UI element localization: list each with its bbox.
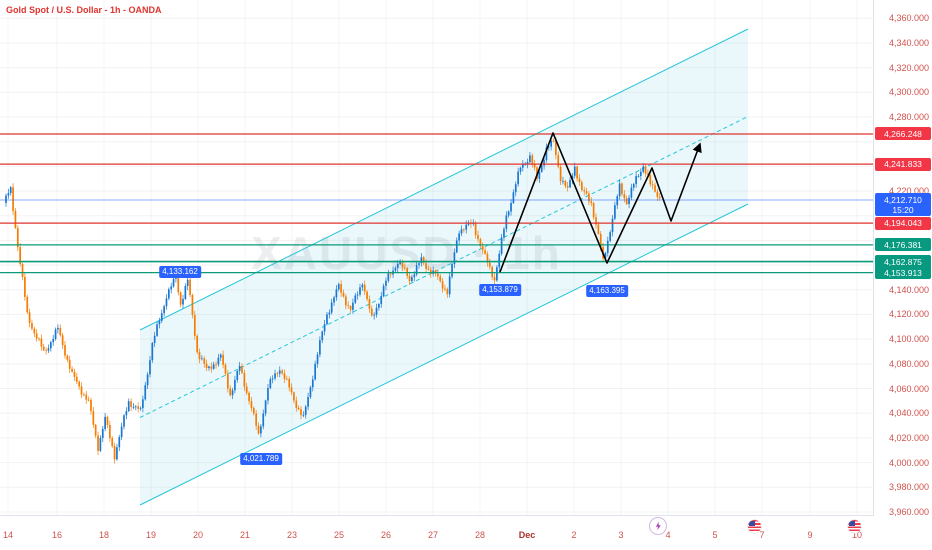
price-tick-label: 4,000.000: [888, 457, 929, 468]
price-tick-label: 4,140.000: [888, 284, 929, 295]
chart-plot-area[interactable]: XAUUSD · 1h 4,133.1624,021.7894,153.8794…: [0, 0, 874, 516]
time-axis-label: 20: [192, 530, 204, 540]
time-axis-label: 14: [2, 530, 14, 540]
time-axis-label: 18: [98, 530, 110, 540]
symbol-title[interactable]: Gold Spot / U.S. Dollar - 1h - OANDA: [6, 5, 162, 15]
time-axis-label: Dec: [518, 530, 536, 540]
level-price-label: 4,241.833: [875, 157, 931, 171]
time-axis[interactable]: 14 16 18 19 20 21 23 25 26 27 28 Dec 2 3 4 5 7 9 10: [0, 516, 932, 550]
candles: [5, 136, 661, 464]
us-flag-event-icon[interactable]: [748, 520, 761, 533]
price-tick-label: 4,100.000: [888, 334, 929, 345]
time-axis-label: 3: [618, 530, 624, 540]
level-price-label: 4,162.875: [875, 255, 931, 269]
time-axis-label: 21: [239, 530, 251, 540]
time-axis-label: 28: [474, 530, 486, 540]
price-tick-label: 4,060.000: [888, 383, 929, 394]
time-axis-label: 27: [427, 530, 439, 540]
price-tick-label: 4,280.000: [888, 112, 929, 122]
price-tick-label: 4,360.000: [888, 13, 929, 24]
price-tick-label: 4,300.000: [888, 87, 929, 98]
price-tick-label: 3,960.000: [888, 506, 929, 517]
time-axis-label: 2: [571, 530, 577, 540]
time-axis-label: 26: [380, 530, 392, 540]
time-axis-label: 7: [759, 530, 765, 540]
time-axis-label: 5: [712, 530, 718, 540]
time-axis-label: 25: [333, 530, 345, 540]
time-axis-label: 19: [145, 530, 157, 540]
level-price-label: 4,266.248: [875, 127, 931, 141]
time-axis-label: 4: [665, 530, 671, 540]
price-tick-label: 4,080.000: [888, 358, 929, 369]
current-price-label: 4,212.710 15:20: [875, 193, 931, 217]
price-tick-label: 3,980.000: [888, 482, 929, 493]
projection-drawing[interactable]: [499, 132, 702, 273]
price-tick-label: 4,320.000: [888, 62, 929, 73]
price-tick-label: 4,120.000: [888, 309, 929, 320]
level-price-label: 4,194.043: [875, 216, 931, 230]
channel-upper-line[interactable]: [139, 28, 749, 331]
channel-mid-line[interactable]: [139, 116, 749, 418]
time-axis-label: 9: [807, 530, 813, 540]
time-axis-label: 16: [51, 530, 63, 540]
us-flag-event-icon[interactable]: [848, 520, 861, 533]
level-price-label: 4,176.381: [875, 238, 931, 252]
price-tick-label: 4,040.000: [888, 408, 929, 419]
lightning-event-icon[interactable]: [650, 518, 666, 534]
time-axis-label: 23: [286, 530, 298, 540]
chart-canvas[interactable]: [0, 0, 873, 515]
level-price-label: 4,153.913: [875, 266, 931, 280]
price-axis[interactable]: 4,360.000 4,340.000 4,320.000 4,300.000 4,28…: [874, 0, 932, 517]
time-axis-label: 10: [851, 530, 863, 540]
bar-countdown: 15:20: [892, 204, 914, 215]
price-tick-label: 4,340.000: [888, 37, 929, 48]
price-tick-label: 4,020.000: [888, 432, 929, 443]
symbol-watermark: XAUUSD · 1h: [0, 226, 813, 280]
price-tick-label: 4,220.000: [888, 186, 929, 197]
